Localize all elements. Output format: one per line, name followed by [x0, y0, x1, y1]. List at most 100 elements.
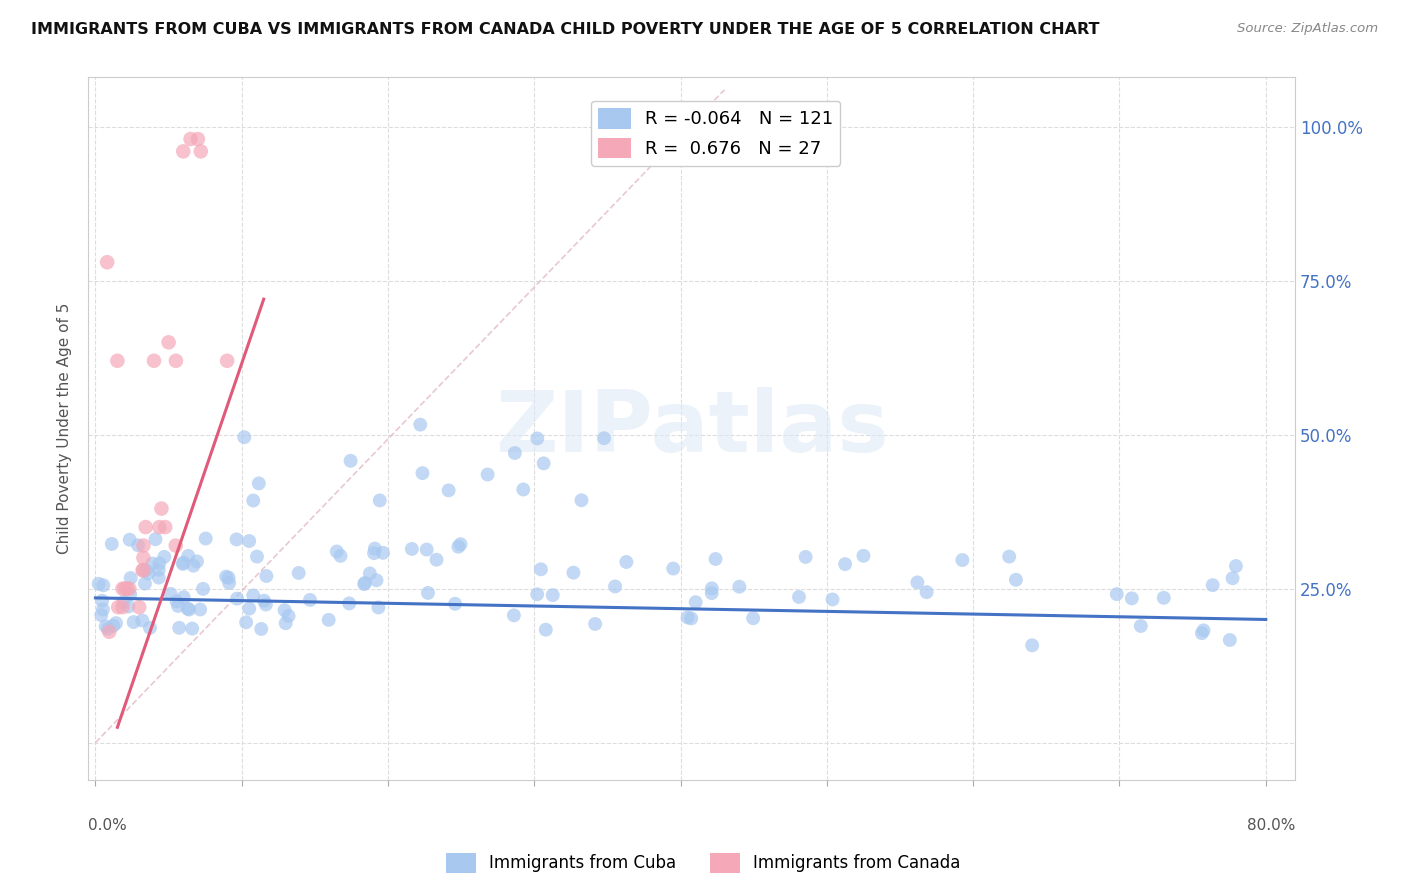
Point: [148, 520, 170, 534]
Point: [117, 599, 139, 614]
Point: [118, 582, 141, 596]
Point: [233, 430, 256, 444]
Point: [1201, 578, 1223, 592]
Point: [915, 585, 938, 599]
Point: [905, 575, 928, 590]
Point: [681, 611, 703, 625]
Point: [105, 616, 128, 631]
Point: [273, 603, 295, 617]
Point: [1105, 587, 1128, 601]
Point: [329, 549, 352, 563]
Point: [91, 602, 114, 616]
Point: [274, 616, 297, 631]
Point: [502, 608, 524, 623]
Point: [367, 600, 389, 615]
Point: [1153, 591, 1175, 605]
Text: 0.0%: 0.0%: [89, 818, 127, 833]
Point: [444, 597, 467, 611]
Point: [533, 456, 555, 470]
Point: [416, 586, 439, 600]
Point: [359, 566, 381, 581]
Point: [704, 552, 727, 566]
Point: [127, 538, 149, 552]
Point: [353, 577, 375, 591]
Point: [603, 579, 626, 593]
Point: [250, 622, 273, 636]
Point: [238, 601, 260, 615]
Point: [134, 576, 156, 591]
Point: [90, 608, 112, 623]
Point: [190, 145, 212, 159]
Point: [364, 541, 387, 556]
Point: [120, 571, 142, 585]
Point: [794, 549, 817, 564]
Point: [226, 591, 249, 606]
Point: [368, 493, 391, 508]
Point: [167, 621, 190, 635]
Point: [852, 549, 875, 563]
Point: [512, 483, 534, 497]
Point: [172, 145, 194, 159]
Point: [700, 586, 723, 600]
Point: [503, 446, 526, 460]
Point: [87, 576, 110, 591]
Point: [425, 552, 447, 566]
Text: Source: ZipAtlas.com: Source: ZipAtlas.com: [1237, 22, 1378, 36]
Point: [139, 621, 162, 635]
Point: [177, 549, 200, 563]
Point: [153, 549, 176, 564]
Point: [401, 541, 423, 556]
Point: [526, 587, 548, 601]
Point: [97, 622, 120, 636]
Point: [96, 255, 118, 269]
Point: [187, 132, 209, 146]
Point: [128, 600, 150, 615]
Point: [135, 520, 157, 534]
Point: [950, 553, 973, 567]
Point: [662, 561, 685, 575]
Point: [186, 554, 208, 568]
Point: [571, 493, 593, 508]
Point: [821, 592, 844, 607]
Point: [253, 593, 276, 607]
Y-axis label: Child Poverty Under the Age of 5: Child Poverty Under the Age of 5: [58, 303, 72, 554]
Point: [583, 616, 606, 631]
Legend: R = -0.064   N = 121, R =  0.676   N = 27: R = -0.064 N = 121, R = 0.676 N = 27: [591, 101, 841, 166]
Point: [700, 582, 723, 596]
Point: [176, 601, 198, 615]
Point: [150, 501, 173, 516]
Point: [277, 608, 299, 623]
Point: [787, 590, 810, 604]
Point: [172, 557, 194, 571]
Point: [254, 569, 277, 583]
Point: [217, 353, 239, 368]
Point: [120, 587, 142, 601]
Point: [526, 432, 548, 446]
Point: [107, 353, 129, 368]
Point: [728, 580, 751, 594]
Point: [541, 588, 564, 602]
Point: [100, 537, 122, 551]
Point: [159, 587, 181, 601]
Point: [437, 483, 460, 498]
Point: [1005, 573, 1028, 587]
Point: [183, 558, 205, 573]
Point: [1192, 624, 1215, 638]
Point: [111, 582, 134, 596]
Point: [131, 563, 153, 577]
Point: [91, 593, 114, 607]
Point: [1129, 619, 1152, 633]
Point: [339, 454, 361, 468]
Point: [225, 533, 247, 547]
Point: [153, 520, 176, 534]
Point: [287, 566, 309, 580]
Point: [165, 353, 187, 368]
Point: [218, 576, 240, 591]
Point: [1219, 632, 1241, 647]
Point: [145, 533, 167, 547]
Point: [131, 614, 153, 628]
Point: [530, 562, 553, 576]
Point: [477, 467, 499, 482]
Point: [122, 615, 145, 629]
Point: [676, 610, 699, 624]
